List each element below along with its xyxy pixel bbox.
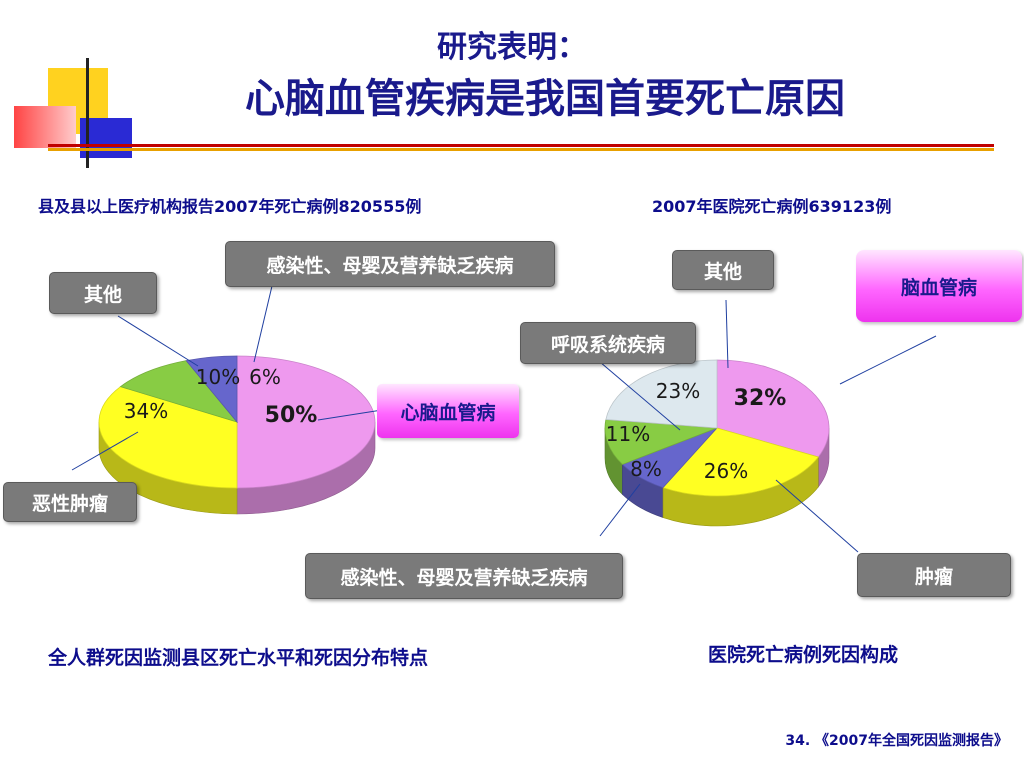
- pie0-slice-1: [98, 386, 238, 489]
- pie0-pct-1: 34%: [124, 399, 168, 423]
- label-right-respiratory: 呼吸系统疾病: [520, 322, 696, 364]
- decor-vertical-line: [86, 58, 89, 168]
- leader-lines: [71, 285, 937, 553]
- left-chart-subtitle: 县及县以上医疗机构报告2007年死亡病例820555例: [38, 197, 422, 216]
- label-left-cardio: 心脑血管病: [377, 384, 519, 438]
- leader-right-tumor: [775, 479, 859, 553]
- source-citation: 34. 《2007年全国死因监测报告》: [785, 733, 1008, 749]
- leader-left-other: [117, 315, 199, 367]
- slide-title-line2: 心脑血管疾病是我国首要死亡原因: [245, 76, 845, 122]
- label-left-tumor: 恶性肿瘤: [3, 482, 137, 522]
- pie0-pct-2: 10%: [196, 365, 240, 389]
- pie0-pct-0: 50%: [265, 403, 318, 428]
- right-chart-subtitle: 2007年医院死亡病例639123例: [652, 197, 892, 216]
- label-right-infectious: 感染性、母婴及营养缺乏疾病: [305, 553, 623, 599]
- title-rule-red: [48, 144, 994, 147]
- left-chart-caption: 全人群死因监测县区死亡水平和死因分布特点: [48, 647, 429, 669]
- decor-red-square: [14, 106, 76, 148]
- leader-right-other: [725, 299, 729, 369]
- label-right-other: 其他: [672, 250, 774, 290]
- slide-title-line1: 研究表明：: [437, 30, 587, 65]
- leader-right-cerebro: [839, 335, 937, 385]
- title-rule-orange: [48, 148, 994, 151]
- pie1-slice-4: [605, 359, 718, 429]
- pie0-slice-3: [185, 355, 238, 424]
- pie0-slice-2: [119, 360, 239, 423]
- pie1-pct-1: 26%: [704, 459, 748, 483]
- pie1-pct-3: 11%: [606, 422, 650, 446]
- leader-left-cardio: [317, 409, 383, 421]
- leader-right-infectious: [599, 483, 641, 537]
- pie1-pct-0: 32%: [734, 386, 787, 411]
- right-pie-chart: 32% 26% 8% 11%23%: [604, 359, 830, 527]
- pie1-pct-4: 23%: [656, 379, 700, 403]
- left-pie-chart: 50% 34% 10% 6%: [98, 355, 376, 515]
- pie0-pct-3: 6%: [249, 365, 281, 389]
- pie1-slice-3: [604, 419, 718, 465]
- label-left-infectious: 感染性、母婴及营养缺乏疾病: [225, 241, 555, 287]
- right-chart-caption: 医院死亡病例死因构成: [708, 644, 899, 666]
- label-right-cerebro: 脑血管病: [856, 250, 1022, 322]
- pie1-slice-0: [716, 359, 830, 458]
- leader-left-tumor: [71, 431, 139, 471]
- leader-right-respiratory: [599, 361, 681, 431]
- label-right-tumor: 肿瘤: [857, 553, 1011, 597]
- label-left-other: 其他: [49, 272, 157, 314]
- pie0-slice-0: [236, 355, 376, 489]
- leader-left-infectious: [253, 285, 273, 363]
- pie1-pct-2: 8%: [630, 457, 662, 481]
